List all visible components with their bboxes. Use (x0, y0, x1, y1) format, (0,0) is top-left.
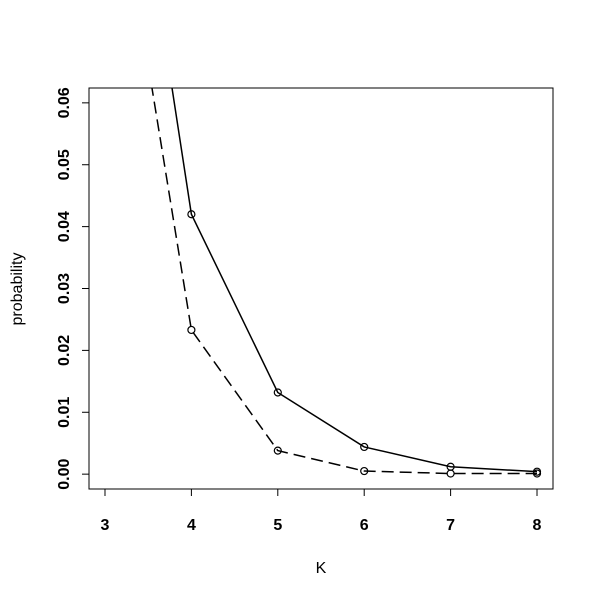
x-tick-label: 7 (446, 517, 455, 534)
x-tick-label: 3 (101, 517, 110, 534)
y-axis-label: probability (9, 253, 26, 326)
series-line (151, 88, 538, 475)
series-line (171, 88, 538, 473)
point (360, 466, 369, 476)
y-tick-label: 0.05 (56, 149, 73, 180)
y-tick-label: 0.06 (56, 87, 73, 118)
y-tick-label: 0.04 (56, 211, 73, 242)
x-tick-label: 8 (533, 517, 542, 534)
plot-frame (88, 87, 554, 490)
point (532, 469, 542, 478)
point (360, 442, 369, 452)
y-tick-label: 0.02 (56, 335, 73, 366)
point (273, 388, 282, 397)
x-tick-label: 4 (187, 517, 196, 534)
x-tick-label: 5 (273, 517, 282, 534)
point (187, 210, 196, 219)
point (187, 325, 196, 335)
x-axis-label: K (316, 560, 327, 577)
y-tick-label: 0.01 (56, 397, 73, 428)
point (273, 446, 282, 455)
x-tick-label: 6 (360, 517, 369, 534)
point (446, 469, 455, 478)
y-tick-label: 0.03 (56, 273, 73, 304)
plot-area (151, 88, 542, 478)
y-tick-label: 0.00 (56, 458, 73, 489)
